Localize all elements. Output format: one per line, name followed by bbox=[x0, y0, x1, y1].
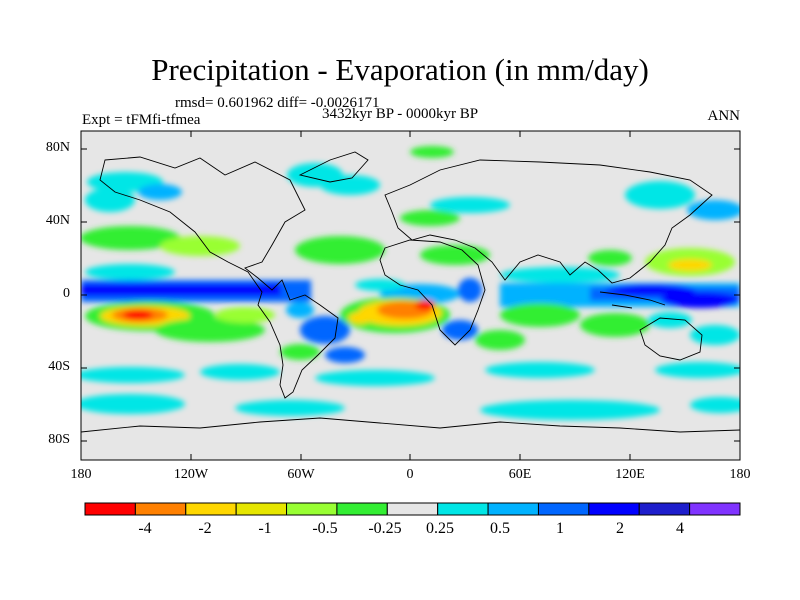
field-blob bbox=[458, 278, 482, 302]
colorbar-swatch bbox=[537, 502, 590, 516]
lon-label-120e: 120E bbox=[615, 467, 645, 482]
field-blob bbox=[655, 362, 740, 378]
colorbar-label: -0.5 bbox=[312, 520, 338, 537]
colorbar-label: 1 bbox=[556, 520, 564, 537]
colorbar-swatch bbox=[588, 502, 640, 516]
field-blob bbox=[400, 210, 460, 226]
field-blob bbox=[605, 284, 695, 296]
field-blob bbox=[280, 344, 320, 360]
field-blob bbox=[81, 394, 185, 414]
field-blob bbox=[500, 267, 620, 283]
colorbar-label: 0.5 bbox=[490, 520, 510, 537]
coast-indonesia bbox=[599, 291, 666, 309]
field-blob bbox=[286, 302, 314, 318]
lat-label-40s: 40S bbox=[48, 359, 70, 374]
colorbar-label: 0.25 bbox=[426, 520, 454, 537]
lon-label-60w: 60W bbox=[287, 467, 315, 482]
stats-label: rmsd= 0.601962 diff= -0.0026171 bbox=[175, 95, 380, 111]
field-blob bbox=[648, 312, 692, 328]
field-blob bbox=[588, 250, 632, 266]
colorbar-swatch bbox=[84, 502, 136, 516]
coast-africa bbox=[379, 239, 486, 346]
map-plot-area bbox=[81, 131, 740, 460]
colorbar-label: -1 bbox=[258, 520, 272, 537]
chart-title: Precipitation - Evaporation (in mm/day) bbox=[151, 52, 649, 87]
field-blob bbox=[315, 370, 435, 386]
field-blob bbox=[410, 146, 454, 158]
field-blob bbox=[295, 236, 385, 264]
field-blob bbox=[348, 312, 372, 324]
lat-label-0: 0 bbox=[63, 286, 70, 301]
period-label: 3432kyr BP - 0000kyr BP bbox=[322, 106, 479, 122]
field-blob bbox=[500, 303, 580, 327]
colorbar-swatch bbox=[185, 502, 237, 516]
field-blob bbox=[442, 320, 478, 340]
colorbar-label: -4 bbox=[138, 520, 152, 537]
field-blob bbox=[200, 364, 280, 380]
field-blob bbox=[430, 197, 510, 213]
field-blob bbox=[480, 400, 660, 420]
colorbar-swatch bbox=[286, 502, 338, 516]
field-blob bbox=[215, 307, 275, 323]
field-blob bbox=[81, 367, 185, 383]
colorbar-label: -0.25 bbox=[368, 520, 402, 537]
field-blob bbox=[160, 236, 240, 256]
lat-label-80s: 80S bbox=[48, 432, 70, 447]
field-blob bbox=[85, 264, 175, 280]
colorbar-swatch bbox=[689, 502, 741, 516]
pe-anomaly-field bbox=[81, 146, 740, 420]
lat-label-80n: 80N bbox=[45, 140, 70, 155]
experiment-label: Expt = tFMfi-tfmea bbox=[82, 112, 201, 128]
coast-greenland bbox=[298, 151, 369, 183]
field-blob bbox=[325, 347, 365, 363]
field-blob bbox=[123, 310, 153, 320]
field-blob bbox=[668, 259, 712, 271]
lon-label-180e: 180 bbox=[729, 467, 751, 482]
field-blob bbox=[475, 330, 525, 350]
field-blob bbox=[320, 175, 380, 195]
coast-americas bbox=[99, 156, 339, 399]
coast-antarctica bbox=[81, 417, 740, 433]
field-blob bbox=[660, 292, 740, 308]
field-blob bbox=[235, 400, 345, 416]
lon-label-60e: 60E bbox=[508, 467, 532, 482]
axis-ticks bbox=[81, 131, 740, 460]
colorbar-swatch bbox=[638, 502, 691, 516]
lon-label-180w: 180 bbox=[70, 467, 92, 482]
colorbar-swatch bbox=[487, 502, 539, 516]
colorbar-swatch bbox=[134, 502, 187, 516]
colorbar-swatch bbox=[386, 502, 439, 516]
colorbar-label: 2 bbox=[616, 520, 624, 537]
coast-australia bbox=[639, 317, 703, 361]
colorbar-swatch bbox=[235, 502, 288, 516]
field-blob bbox=[155, 318, 265, 342]
field-blob bbox=[485, 362, 595, 378]
colorbar-label: -2 bbox=[198, 520, 212, 537]
field-blob bbox=[690, 397, 740, 413]
field-blob bbox=[420, 245, 490, 265]
lat-label-40n: 40N bbox=[45, 213, 70, 228]
field-blob bbox=[625, 181, 695, 209]
field-blob bbox=[138, 184, 182, 200]
colorbar-label: 4 bbox=[676, 520, 684, 537]
coastlines bbox=[81, 151, 740, 433]
colorbar-swatch bbox=[437, 502, 489, 516]
lon-label-0: 0 bbox=[406, 467, 414, 482]
field-blob bbox=[687, 200, 740, 220]
field-blob bbox=[355, 279, 405, 291]
field-blob bbox=[580, 313, 650, 337]
field-blob bbox=[81, 284, 281, 296]
field-blob bbox=[81, 226, 180, 250]
coast-eurasia bbox=[384, 159, 713, 284]
season-label: ANN bbox=[707, 108, 741, 124]
field-blob bbox=[85, 188, 135, 212]
field-blob bbox=[690, 325, 740, 345]
lon-label-120w: 120W bbox=[173, 467, 209, 482]
colorbar bbox=[84, 502, 741, 516]
colorbar-swatch bbox=[336, 502, 388, 516]
